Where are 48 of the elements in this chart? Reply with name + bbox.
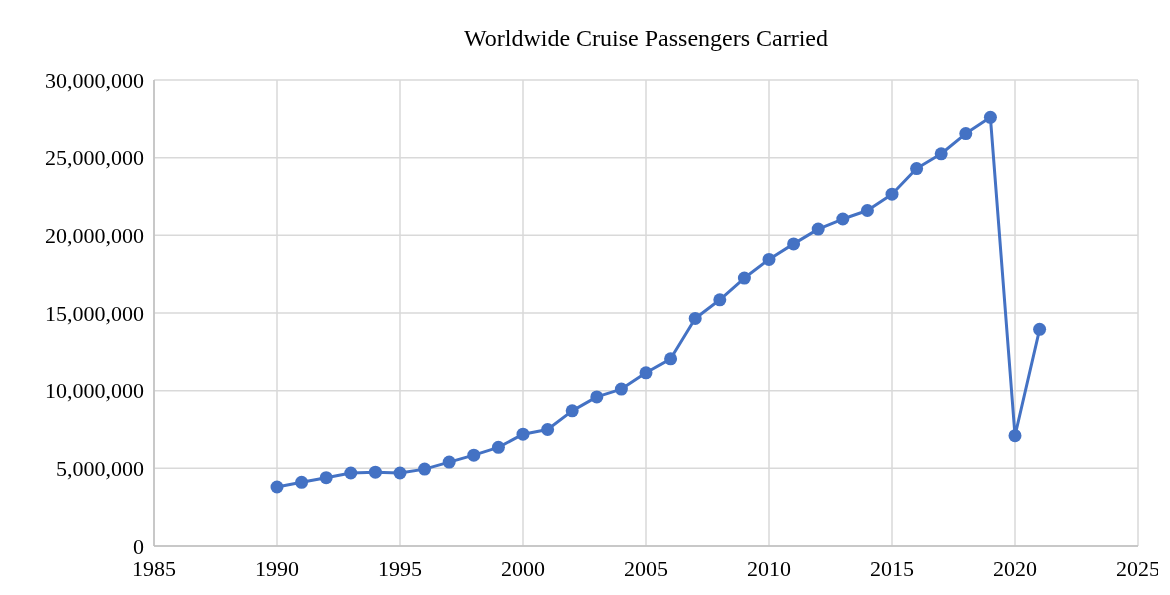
point xyxy=(491,440,505,454)
y-tick-label: 10,000,000 xyxy=(45,378,144,404)
point xyxy=(959,127,973,141)
y-tick-label: 5,000,000 xyxy=(56,456,144,482)
x-tick-label: 2010 xyxy=(747,556,791,581)
x-tick-label: 2020 xyxy=(993,556,1037,581)
point xyxy=(565,404,579,418)
point xyxy=(713,293,727,307)
point xyxy=(688,311,702,325)
point xyxy=(270,480,284,494)
x-tick-label: 2015 xyxy=(870,556,914,581)
point xyxy=(910,162,924,176)
point xyxy=(368,465,382,479)
point xyxy=(836,212,850,226)
point xyxy=(860,203,874,217)
y-tick-label: 25,000,000 xyxy=(45,145,144,171)
point xyxy=(664,352,678,366)
point xyxy=(787,237,801,251)
point xyxy=(590,390,604,404)
point xyxy=(1033,322,1047,336)
point xyxy=(1008,429,1022,443)
point xyxy=(762,252,776,266)
point xyxy=(934,147,948,161)
y-tick-label: 20,000,000 xyxy=(45,223,144,249)
x-tick-label: 2005 xyxy=(624,556,668,581)
point xyxy=(344,466,358,480)
point xyxy=(319,471,333,485)
y-tick-label: 30,000,000 xyxy=(45,67,144,93)
point xyxy=(737,271,751,285)
x-tick-label: 1995 xyxy=(378,556,422,581)
point xyxy=(418,462,432,476)
point xyxy=(541,423,555,436)
y-tick-label: 0 xyxy=(133,533,144,559)
x-tick-label: 2000 xyxy=(501,556,545,581)
point xyxy=(295,475,309,489)
point xyxy=(614,382,628,396)
point xyxy=(639,366,653,380)
chart-title: Worldwide Cruise Passengers Carried xyxy=(464,25,828,51)
y-tick-label: 15,000,000 xyxy=(45,300,144,326)
point xyxy=(811,222,825,236)
point xyxy=(442,455,456,469)
point xyxy=(393,466,407,480)
point xyxy=(885,187,899,201)
point xyxy=(516,427,530,441)
point xyxy=(983,110,997,124)
x-tick-label: 1990 xyxy=(255,556,299,581)
x-tick-label: 1985 xyxy=(132,556,176,581)
point xyxy=(467,448,481,462)
